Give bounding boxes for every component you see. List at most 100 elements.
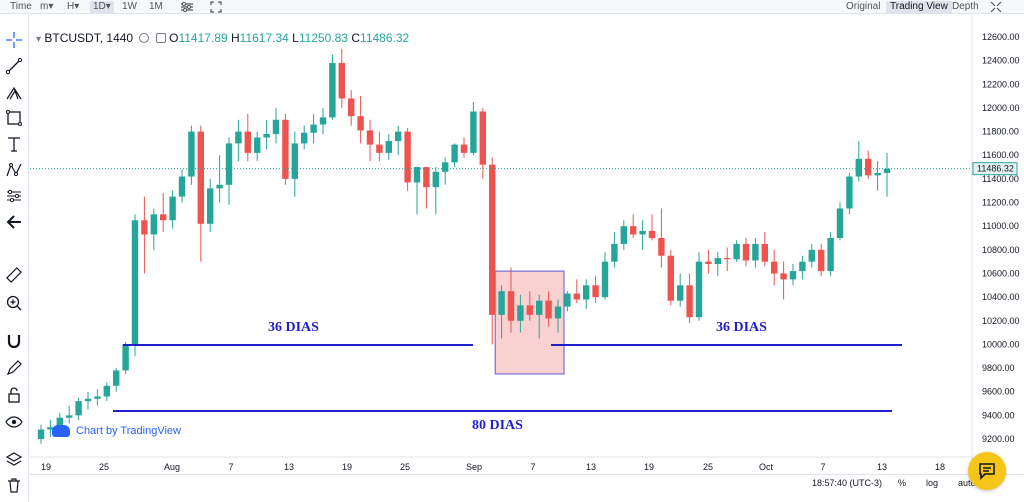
candle-body [113,370,120,386]
candle-body [883,168,891,173]
auto-toggle[interactable]: auto [958,478,976,488]
candle-body [141,220,148,235]
layers-icon[interactable] [4,449,24,469]
candle-up [611,232,618,268]
candle-body [526,305,533,315]
x-tick-label: 13 [284,462,294,472]
indicators-icon[interactable] [180,1,194,13]
y-tick-label: 9200.00 [982,434,1015,444]
magnet-icon[interactable] [4,331,24,351]
highlight-box [494,270,565,375]
time-button[interactable]: Time [10,1,32,12]
y-tick-label: 9800.00 [982,363,1015,373]
candle-body [376,144,383,153]
candle-up [564,291,571,312]
x-tick-label: Oct [759,462,774,472]
candle-down [423,167,430,209]
view-depth-button[interactable]: Depth [952,1,979,12]
visibility-icon[interactable] [139,33,150,43]
candle-up [385,133,392,160]
candle-body [733,243,740,260]
ruler-icon[interactable] [4,265,24,285]
clock-text[interactable]: 18:57:40 (UTC-3) [812,478,883,488]
candle-up [733,240,740,262]
candle-body [855,158,862,177]
y-tick-label: 11600.00 [982,150,1019,160]
candle-body [686,285,693,318]
candle-body [874,172,881,176]
candle-down [357,96,364,144]
candle-body [301,132,308,144]
x-tick-label: 7 [820,462,825,472]
candle-body [658,238,665,256]
candle-up [583,279,590,309]
zoom-in-icon[interactable] [4,293,24,313]
view-tradingview-button[interactable]: Trading View [886,1,952,13]
eye-icon[interactable] [4,412,24,432]
candle-up [799,255,806,280]
candle-up [432,167,439,215]
chat-button[interactable] [968,452,1006,490]
candle-up [122,342,129,374]
candle-up [874,161,881,191]
candle-body [75,401,82,416]
candle-up [846,172,853,215]
lock-icon[interactable] [4,385,24,405]
trend-line-icon[interactable] [4,56,24,76]
tradingview-watermark[interactable]: Chart by TradingView [52,425,181,437]
candle-body [865,158,872,176]
minutes-dropdown[interactable]: m▾ [40,1,54,12]
chat-icon [979,463,995,480]
prediction-icon[interactable] [4,186,24,206]
candle-body [244,131,251,153]
pattern-icon[interactable] [4,160,24,180]
rectangle-icon[interactable] [4,108,24,128]
percent-toggle[interactable]: % [898,478,907,488]
candle-down [479,107,486,179]
candle-down [197,125,204,262]
collapse-icon[interactable]: ▾ [36,34,42,45]
annotation-label-bottom: 80 DIAS [472,418,523,433]
candle-body [150,214,157,235]
x-tick-label: 25 [400,462,410,472]
candle-up [169,190,176,229]
back-arrow-icon[interactable] [4,212,24,232]
fullscreen-icon[interactable] [210,1,222,13]
candle-up [451,143,458,168]
candle-up [714,252,721,276]
legend-symbol[interactable]: BTCUSDT [44,31,100,45]
settings-small-icon[interactable] [155,33,166,43]
candle-body [94,396,101,399]
lock-pencil-icon[interactable] [4,358,24,378]
trash-icon[interactable] [4,475,24,495]
candle-down [724,247,731,272]
candle-body [564,293,571,307]
candle-up [836,202,844,241]
text-icon[interactable] [4,134,24,154]
log-toggle[interactable]: log [926,478,939,488]
candle-body [470,111,477,153]
candle-body [752,243,759,261]
interval-1m-button[interactable]: 1M [149,1,163,12]
candle-body [836,208,844,238]
candle-body [423,167,430,188]
candle-down [658,208,665,268]
x-tick-label: 19 [41,462,51,472]
interval-1w-button[interactable]: 1W [122,1,137,12]
y-tick-label: 10200.00 [982,316,1020,326]
pitchfork-icon[interactable] [4,82,24,102]
hours-dropdown[interactable]: H▾ [67,1,80,12]
candle-down [630,214,637,238]
view-original-button[interactable]: Original [846,1,881,12]
crosshair-icon[interactable] [4,30,24,50]
candle-down [282,113,289,185]
settings-icon[interactable] [990,1,1002,13]
candle-up [554,299,562,333]
candle-body [554,306,562,319]
candle-body [348,98,355,117]
candle-body [601,261,609,298]
interval-1d-button[interactable]: 1D▾ [90,1,114,13]
candle-up [470,102,477,156]
candle-down [705,249,712,274]
